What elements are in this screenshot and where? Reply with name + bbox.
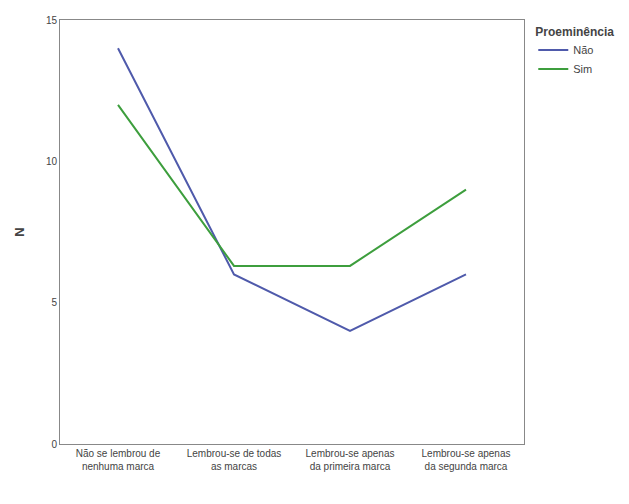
svg-text:10: 10 xyxy=(46,156,58,167)
svg-text:Proeminência: Proeminência xyxy=(535,25,614,39)
svg-text:N: N xyxy=(12,227,27,236)
svg-text:0: 0 xyxy=(51,439,57,450)
svg-text:Lembrou-se apenasda primeira m: Lembrou-se apenasda primeira marca xyxy=(306,448,395,472)
svg-text:5: 5 xyxy=(51,297,57,308)
svg-text:Sim: Sim xyxy=(573,63,592,75)
svg-text:15: 15 xyxy=(46,15,58,26)
svg-text:Lembrou-se de todasas marcas: Lembrou-se de todasas marcas xyxy=(187,448,282,472)
svg-text:Não: Não xyxy=(573,44,593,56)
svg-text:Não se lembrou denenhuma marca: Não se lembrou denenhuma marca xyxy=(76,448,161,472)
svg-text:Lembrou-se apenasda segunda ma: Lembrou-se apenasda segunda marca xyxy=(422,448,511,472)
